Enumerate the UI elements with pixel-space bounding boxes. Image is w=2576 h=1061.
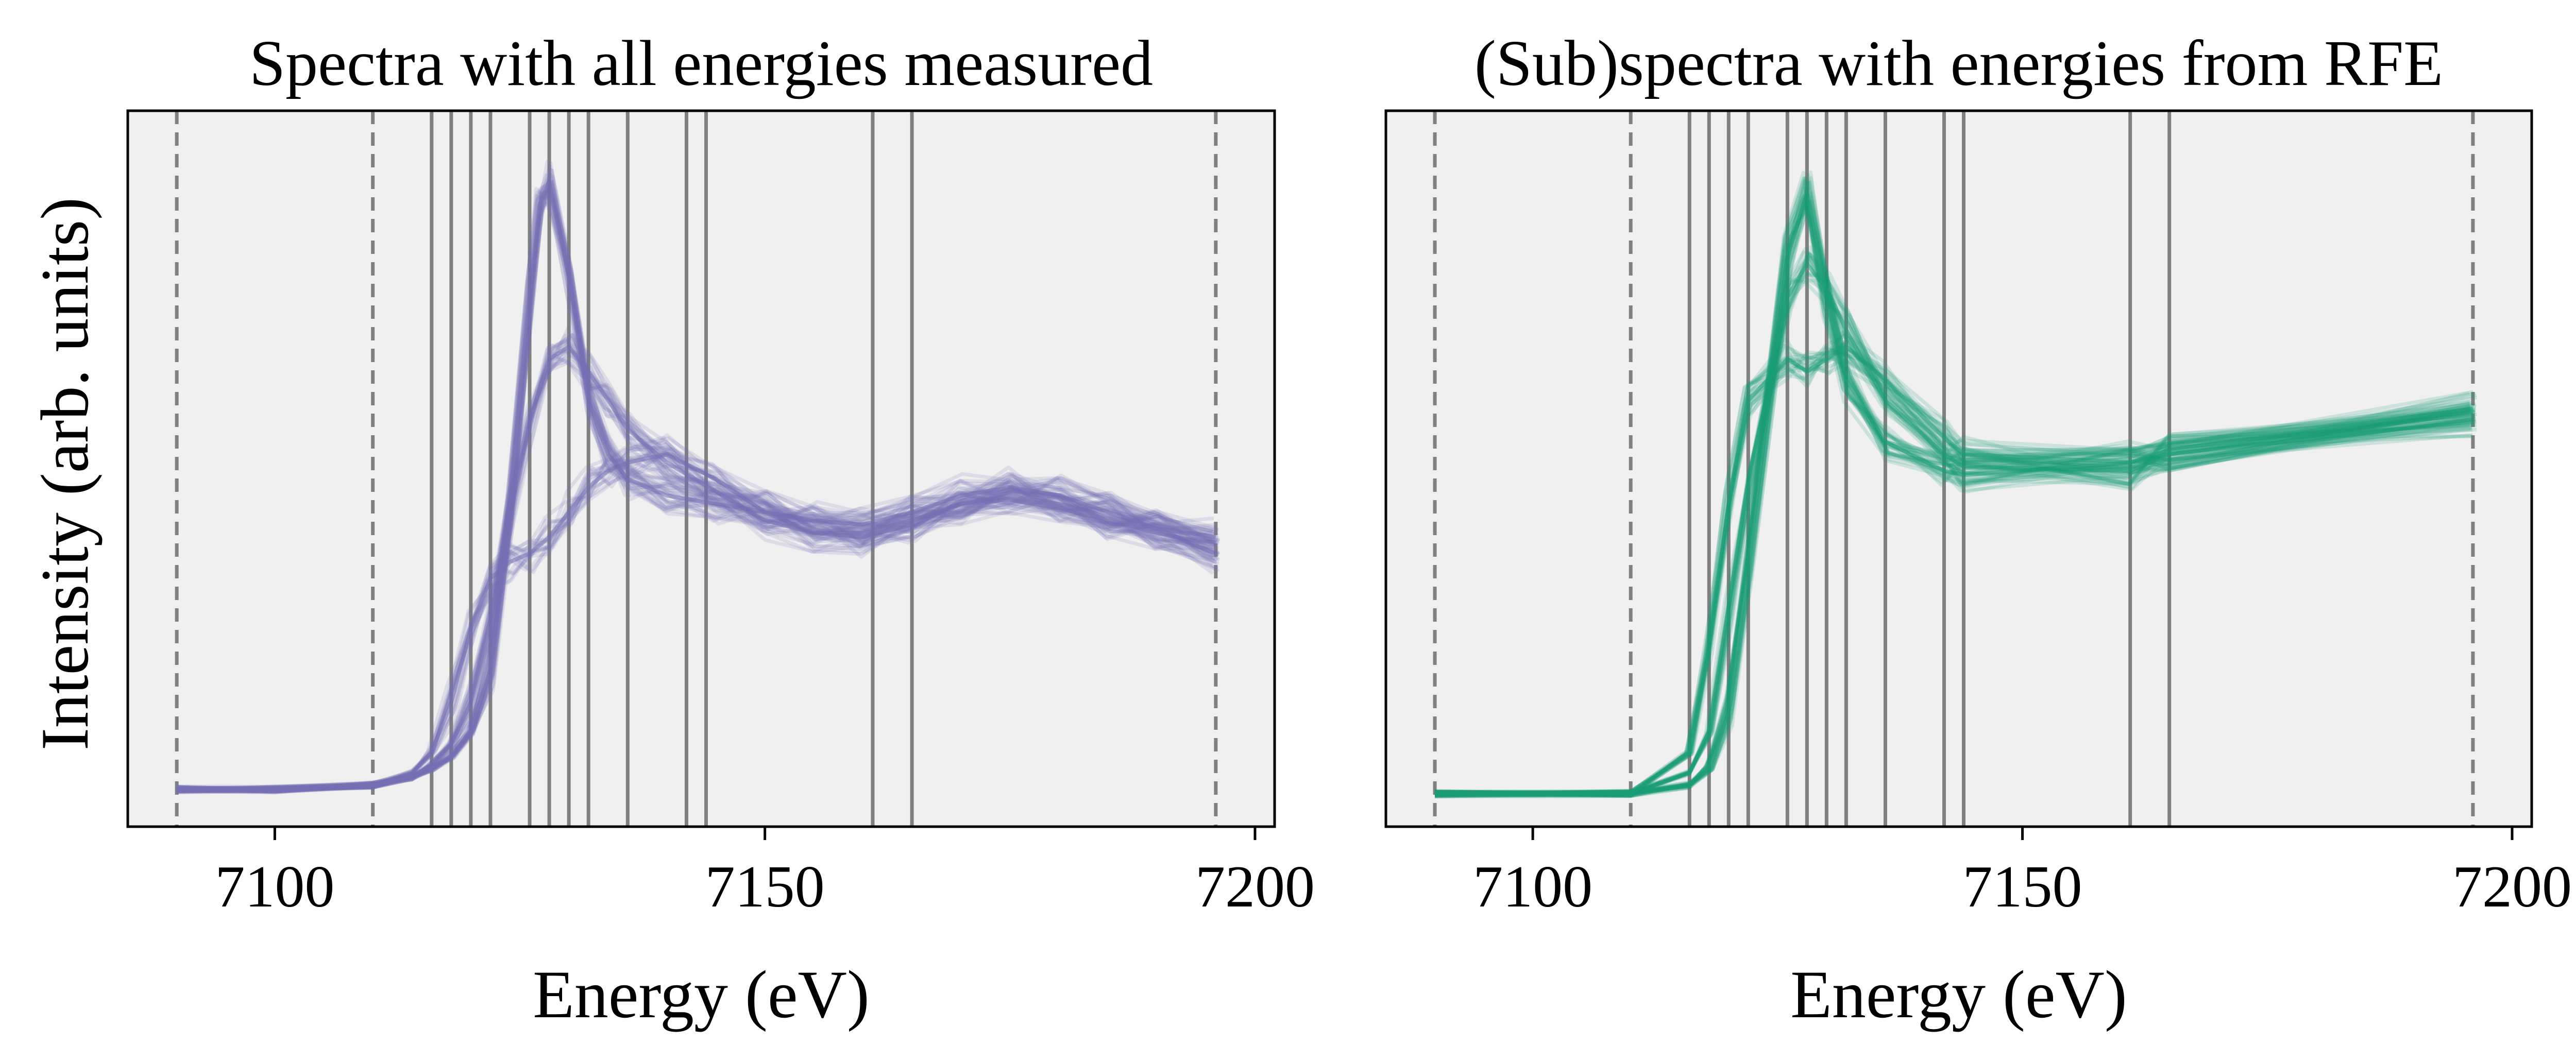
spectrum-line-right-71 [1434,355,2477,798]
spectrum-line-left-60 [177,333,1220,794]
plot-background-left [128,111,1275,827]
y-axis-label: Intensity (arb. units) [27,197,103,750]
spectrum-line-left-14 [177,180,1220,792]
chart-title-left: Spectra with all energies measured [249,28,1153,99]
spectrum-line-right-5 [1434,203,2471,799]
spectrum-line-right-49 [1435,262,2473,796]
x-tick-label-right-1: 7150 [1963,854,2082,920]
axes-frame-left [126,109,1276,828]
chart-panel-left: Spectra with all energies measured Energ… [126,28,1315,1032]
spectrum-line-left-39 [176,458,1214,794]
spectrum-line-left-30 [177,179,1217,792]
spectrum-line-right-53 [1434,337,2472,795]
plot-background-right [1386,111,2532,827]
spectrum-line-right-68 [1434,336,2477,797]
axes-frame-right [1384,109,2533,828]
x-axis-label-right: Energy (eV) [1790,956,2127,1032]
spectrum-line-right-69 [1434,330,2470,795]
chart-title-right: (Sub)spectra with energies from RFE [1475,28,2443,99]
spectrum-line-right-70 [1434,346,2470,796]
spectrum-line-left-72 [177,345,1216,792]
spectrum-line-left-44 [177,446,1214,792]
spectra-group-right [1434,170,2478,799]
spectrum-line-right-72 [1435,345,2473,796]
x-axis-label-left: Energy (eV) [533,956,870,1032]
x-tick-label-left-1: 7150 [705,854,825,920]
spectrum-line-left-41 [177,435,1212,793]
x-tick-label-right-2: 7200 [2452,854,2572,920]
x-tick-label-left-0: 7100 [215,854,334,920]
x-tick-label-right-0: 7100 [1473,854,1592,920]
spectrum-line-left-47 [176,436,1218,792]
x-tick-label-left-2: 7200 [1195,854,1315,920]
chart-panel-right: (Sub)spectra with energies from RFE Ener… [1384,28,2572,1032]
spectrum-line-left-37 [177,442,1214,789]
spectrum-line-left-49 [177,452,1216,792]
spectra-group-left [176,160,1221,795]
